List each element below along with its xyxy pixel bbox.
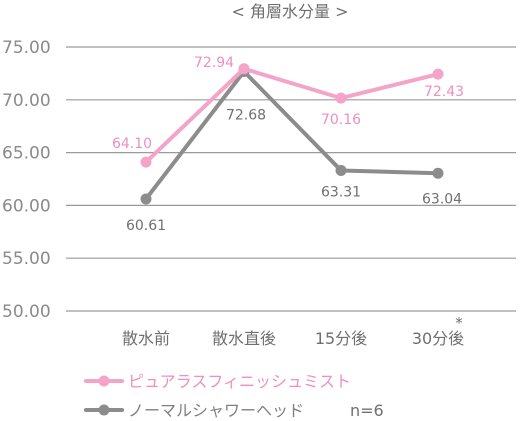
x-category-label: 30分後 <box>412 329 464 348</box>
legend-swatch-marker <box>98 404 110 416</box>
sample-size-note: n=6 <box>350 401 384 420</box>
data-label: 72.68 <box>226 107 266 123</box>
data-point <box>335 164 347 176</box>
x-axis-category-labels: 散水前 散水直後 15分後 30分後* <box>122 314 464 348</box>
chart-title: < 角層水分量 > <box>232 2 349 21</box>
data-label: 70.16 <box>321 112 361 128</box>
data-label: 72.94 <box>194 55 234 71</box>
data-label: 63.04 <box>422 191 462 207</box>
significance-asterisk: * <box>455 314 463 332</box>
y-tick-label: 50.00 <box>2 302 51 322</box>
data-point <box>432 167 444 179</box>
series-pink: 64.10 72.94 70.16 72.43 <box>112 55 464 168</box>
x-category-label: 散水直後 <box>212 329 276 348</box>
y-axis-tick-labels: 50.00 55.00 60.00 65.00 70.00 75.00 <box>2 38 51 322</box>
legend-label: ピュアラスフィニッシュミスト <box>128 372 351 391</box>
data-label: 64.10 <box>112 136 152 152</box>
legend-item: ピュアラスフィニッシュミスト <box>84 372 351 391</box>
y-tick-label: 60.00 <box>2 196 51 216</box>
legend-swatch-marker <box>98 375 110 387</box>
x-category-label: 15分後 <box>315 329 367 348</box>
y-tick-label: 75.00 <box>2 38 51 58</box>
data-point <box>432 68 444 80</box>
data-label: 60.61 <box>126 218 166 234</box>
data-point <box>140 193 152 205</box>
data-point <box>335 92 347 104</box>
y-tick-label: 65.00 <box>2 144 51 164</box>
data-point <box>238 63 250 75</box>
data-label: 72.43 <box>424 84 464 100</box>
series-layer: 60.61 72.68 63.31 63.04 64.10 72.94 70.16 72.43 <box>112 55 464 234</box>
data-label: 63.31 <box>321 184 361 200</box>
legend-item: ノーマルシャワーヘッド <box>84 401 304 420</box>
data-point <box>140 156 152 168</box>
y-tick-label: 70.00 <box>2 91 51 111</box>
series-line <box>144 66 440 165</box>
legend-label: ノーマルシャワーヘッド <box>128 401 304 420</box>
x-category-label: 散水前 <box>122 329 170 348</box>
grid-lines <box>66 46 516 312</box>
series-gray: 60.61 72.68 63.31 63.04 <box>126 65 462 234</box>
series-line <box>144 69 440 201</box>
y-tick-label: 55.00 <box>2 249 51 269</box>
